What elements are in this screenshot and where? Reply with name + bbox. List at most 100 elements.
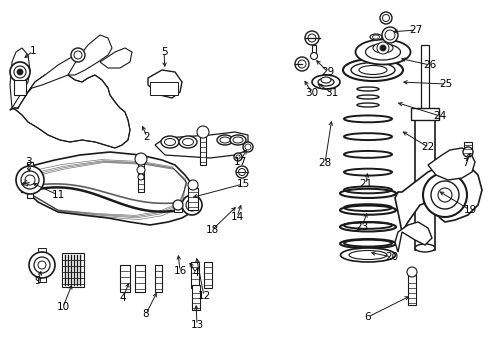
Text: 23: 23 [355,222,368,232]
Polygon shape [203,262,212,288]
Circle shape [25,175,35,185]
Text: 14: 14 [230,212,243,222]
Polygon shape [100,48,132,68]
Polygon shape [18,152,198,225]
Text: 1: 1 [30,46,36,56]
Polygon shape [10,48,30,108]
Circle shape [422,173,466,217]
Circle shape [376,42,388,54]
Text: 4: 4 [192,268,199,278]
Circle shape [16,166,44,194]
Circle shape [234,153,242,161]
Text: 30: 30 [305,88,318,98]
Text: 3: 3 [24,157,31,167]
Circle shape [236,155,240,159]
Ellipse shape [372,35,379,39]
Text: 9: 9 [35,276,41,286]
Ellipse shape [355,40,409,64]
Polygon shape [463,142,471,155]
Text: 20: 20 [385,252,398,262]
Ellipse shape [232,137,243,143]
Ellipse shape [311,75,339,89]
Circle shape [17,69,23,75]
Ellipse shape [317,78,333,86]
Circle shape [297,60,305,68]
Circle shape [430,181,458,209]
Text: 25: 25 [439,79,452,89]
Ellipse shape [229,135,245,145]
Text: 12: 12 [197,291,210,301]
Circle shape [406,267,416,277]
Polygon shape [62,253,84,287]
Circle shape [197,126,208,138]
Ellipse shape [342,59,402,81]
Circle shape [462,147,472,157]
Polygon shape [10,72,130,148]
Circle shape [185,199,198,211]
Circle shape [137,166,145,174]
Text: 15: 15 [236,179,249,189]
Polygon shape [138,162,143,192]
Circle shape [243,142,252,152]
Circle shape [381,27,397,43]
Circle shape [14,66,26,78]
Text: 27: 27 [408,25,422,35]
Text: 7: 7 [461,158,468,168]
Text: 8: 8 [142,309,149,319]
Text: 5: 5 [161,47,167,57]
Circle shape [236,166,247,178]
Polygon shape [410,108,438,120]
Polygon shape [148,70,182,98]
Ellipse shape [369,34,381,40]
Polygon shape [407,275,415,305]
Ellipse shape [179,136,197,148]
Text: 31: 31 [325,88,338,98]
Circle shape [34,257,50,273]
Polygon shape [135,265,145,292]
Polygon shape [427,148,474,180]
Polygon shape [311,45,315,54]
Ellipse shape [320,77,330,83]
Text: 6: 6 [364,312,370,322]
Polygon shape [394,222,431,252]
Ellipse shape [217,135,232,145]
Circle shape [21,171,39,189]
Circle shape [173,200,183,210]
Ellipse shape [340,248,395,262]
Polygon shape [28,55,82,92]
Circle shape [307,34,315,42]
Circle shape [182,195,202,215]
Circle shape [138,174,143,180]
Polygon shape [420,45,428,115]
Circle shape [71,48,85,62]
Polygon shape [174,202,182,212]
Polygon shape [191,262,199,288]
Circle shape [382,14,389,22]
Text: 11: 11 [51,190,64,200]
Circle shape [10,62,30,82]
Polygon shape [414,115,434,250]
Circle shape [310,53,317,59]
Circle shape [379,45,385,51]
Text: 4: 4 [120,293,126,303]
Circle shape [38,261,46,269]
Ellipse shape [161,136,179,148]
Circle shape [379,12,391,24]
Polygon shape [187,188,198,210]
Text: 19: 19 [463,205,476,215]
Ellipse shape [365,44,400,60]
Circle shape [238,168,245,176]
Text: 22: 22 [421,142,434,152]
Circle shape [437,188,451,202]
Polygon shape [150,82,178,95]
Text: 13: 13 [190,320,203,330]
Text: 18: 18 [205,225,218,235]
Polygon shape [68,35,112,75]
Circle shape [74,51,82,59]
Polygon shape [14,80,26,95]
Polygon shape [27,162,33,198]
Ellipse shape [182,139,193,145]
Circle shape [305,31,318,45]
Polygon shape [192,285,200,310]
Text: 24: 24 [432,111,446,121]
